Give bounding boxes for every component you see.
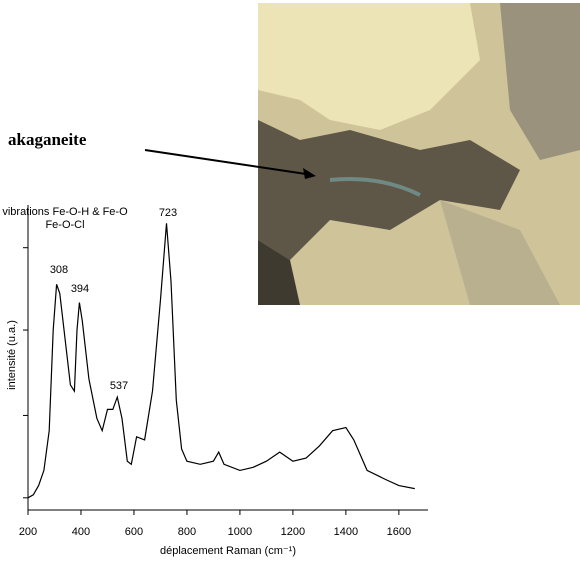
annotation: vibrations Fe-O-H & Fe-O	[2, 206, 128, 218]
annotation: 537	[110, 380, 128, 392]
annotation: Fe-O-Cl	[45, 219, 84, 231]
spectrum-line	[27, 223, 415, 499]
x-tick-label: 200	[19, 526, 37, 538]
annotation: 394	[71, 283, 89, 295]
x-tick-label: 1600	[387, 526, 411, 538]
x-tick-label: 1000	[228, 526, 252, 538]
annotation: 723	[159, 207, 177, 219]
x-tick-label: 600	[125, 526, 143, 538]
x-axis-label: déplacement Raman (cm⁻¹)	[160, 545, 296, 557]
x-tick-label: 400	[72, 526, 90, 538]
annotation: 308	[50, 264, 68, 276]
photo-label: akaganeite	[8, 130, 87, 149]
micrograph	[258, 3, 580, 305]
x-tick-label: 1200	[281, 526, 305, 538]
y-axis-label: intensité (u.a.)	[6, 320, 18, 390]
arrow	[144, 149, 307, 175]
arrow-head	[303, 168, 316, 179]
x-tick-label: 800	[178, 526, 196, 538]
x-tick-label: 1400	[334, 526, 358, 538]
